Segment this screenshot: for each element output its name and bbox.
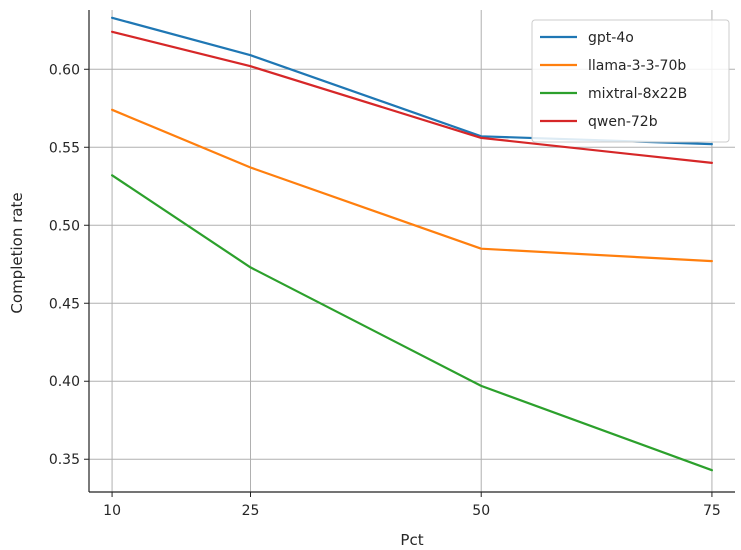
x-tick-label: 50 xyxy=(472,503,490,519)
y-tick-label: 0.35 xyxy=(49,452,80,468)
series-line-qwen-72b xyxy=(110,30,714,164)
x-tick-label: 25 xyxy=(242,503,260,519)
legend-label-mixtral-8x22B: mixtral-8x22B xyxy=(588,86,687,102)
legend: gpt-4o llama-3-3-70b mixtral-8x22B qwen-72b xyxy=(531,19,730,143)
legend-label-gpt-4o: gpt-4o xyxy=(588,30,634,46)
series-lines xyxy=(110,16,714,472)
legend-label-qwen-72b: qwen-72b xyxy=(588,114,658,130)
legend-label-llama-3-3-70b: llama-3-3-70b xyxy=(588,58,686,74)
x-tick-label: 75 xyxy=(703,503,721,519)
tick-labels: 10 25 50 75 0.35 0.40 0.45 0.50 0.55 0.60 xyxy=(49,62,721,519)
series-line-llama-3-3-70b xyxy=(110,108,714,263)
y-tick-label: 0.55 xyxy=(49,140,80,156)
y-tick-label: 0.45 xyxy=(49,296,80,312)
axes xyxy=(84,10,735,497)
x-axis-label: Pct xyxy=(400,531,423,549)
y-axis-label: Completion rate xyxy=(8,192,26,313)
x-tick-label: 10 xyxy=(103,503,121,519)
legend-box xyxy=(531,19,730,143)
y-tick-label: 0.50 xyxy=(49,218,80,234)
y-tick-label: 0.40 xyxy=(49,374,80,390)
y-tick-label: 0.60 xyxy=(49,62,80,78)
series-line-mixtral-8x22B xyxy=(110,174,714,472)
